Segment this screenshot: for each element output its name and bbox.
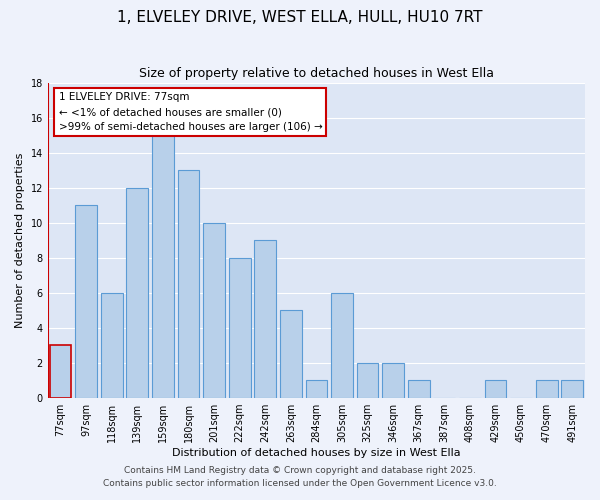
Bar (408, 380, 430, 398)
Bar (75, 206, 97, 398)
Bar (562, 380, 583, 398)
Bar (485, 380, 506, 398)
Bar (382, 362, 404, 398)
Bar (331, 292, 353, 398)
Bar (356, 362, 379, 398)
Bar (50, 345, 71, 398)
Y-axis label: Number of detached properties: Number of detached properties (15, 152, 25, 328)
Text: 1 ELVELEY DRIVE: 77sqm
← <1% of detached houses are smaller (0)
>99% of semi-det: 1 ELVELEY DRIVE: 77sqm ← <1% of detached… (59, 92, 322, 132)
Bar (280, 310, 302, 398)
Bar (536, 380, 557, 398)
Bar (101, 292, 122, 398)
Bar (203, 223, 225, 398)
X-axis label: Distribution of detached houses by size in West Ella: Distribution of detached houses by size … (172, 448, 461, 458)
Bar (152, 136, 174, 398)
Bar (229, 258, 251, 398)
Bar (254, 240, 276, 398)
Bar (127, 188, 148, 398)
Bar (305, 380, 327, 398)
Title: Size of property relative to detached houses in West Ella: Size of property relative to detached ho… (139, 68, 494, 80)
Text: Contains HM Land Registry data © Crown copyright and database right 2025.
Contai: Contains HM Land Registry data © Crown c… (103, 466, 497, 487)
Bar (178, 170, 199, 398)
Text: 1, ELVELEY DRIVE, WEST ELLA, HULL, HU10 7RT: 1, ELVELEY DRIVE, WEST ELLA, HULL, HU10 … (117, 10, 483, 25)
